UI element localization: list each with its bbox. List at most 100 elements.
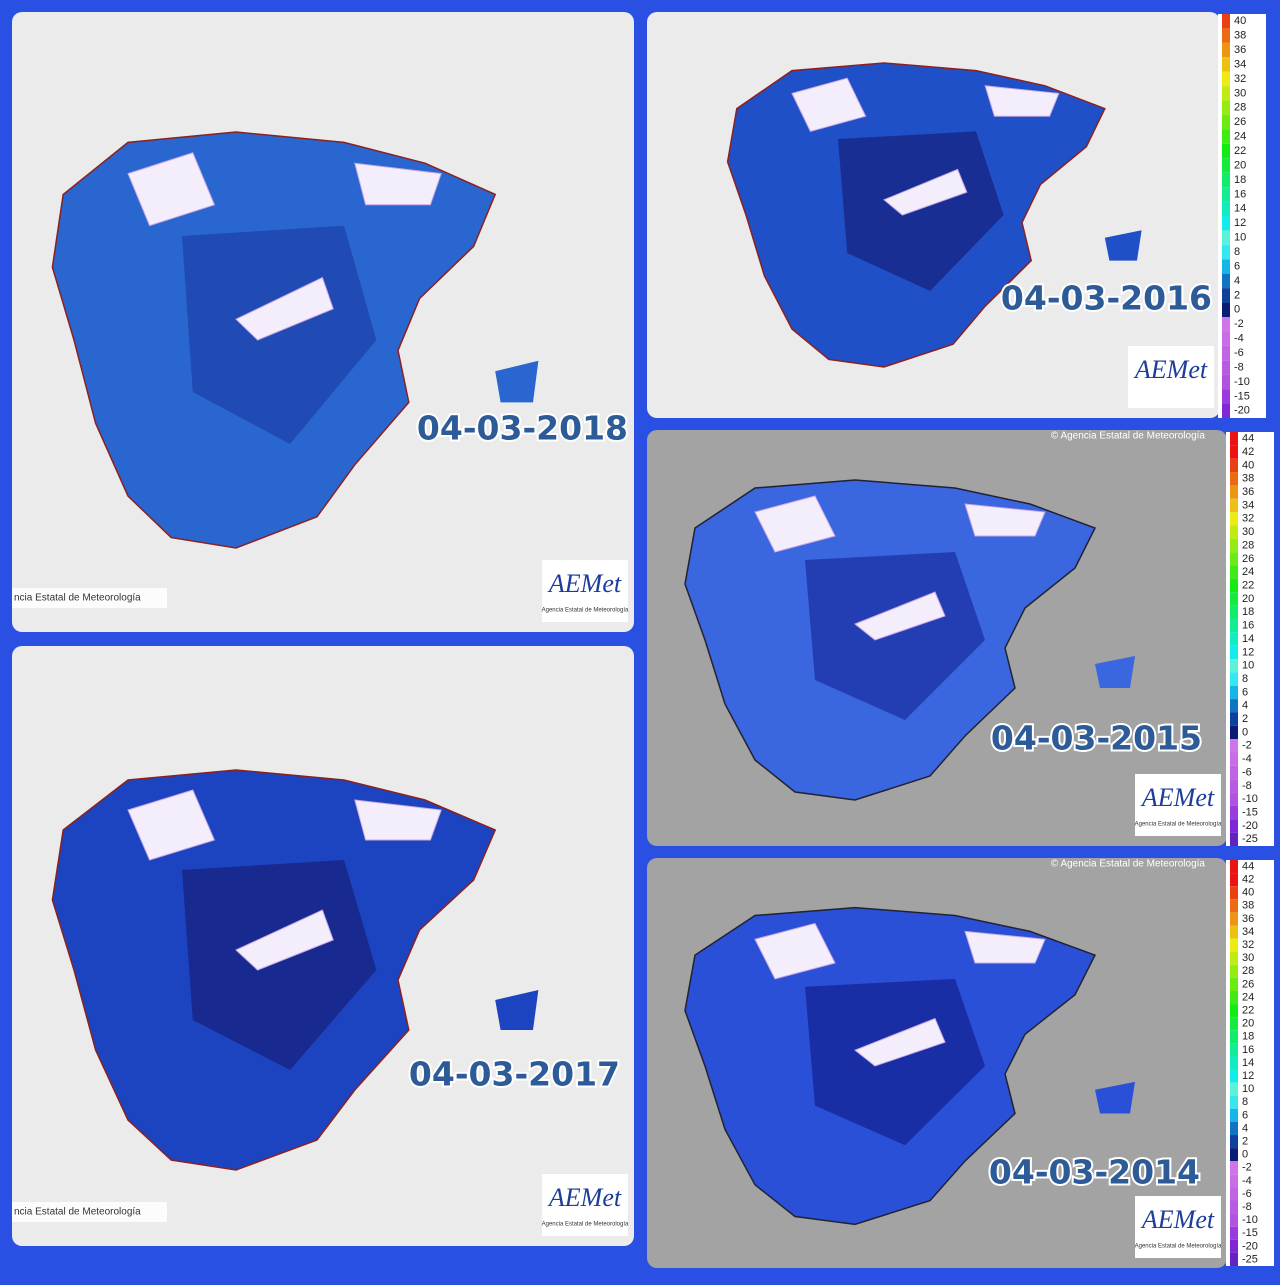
legend-swatch xyxy=(1230,1239,1238,1253)
legend-swatch xyxy=(1222,389,1230,404)
cold-area xyxy=(182,860,377,1070)
legend-label: -6 xyxy=(1242,1188,1252,1200)
legend-label: 12 xyxy=(1242,1070,1254,1082)
date: 04-03-2014 xyxy=(989,1153,1200,1192)
legend-label: 16 xyxy=(1234,188,1246,200)
legend-swatch xyxy=(1230,832,1238,846)
legend-swatch xyxy=(1230,1043,1238,1057)
legend-label: 36 xyxy=(1242,913,1254,925)
legend-label: 6 xyxy=(1234,260,1240,272)
legend-label: 8 xyxy=(1234,246,1240,258)
legend-label: 16 xyxy=(1242,1044,1254,1056)
legend-swatch xyxy=(1230,873,1238,887)
legend-swatch xyxy=(1222,115,1230,130)
legend-label: -6 xyxy=(1242,766,1252,778)
legend-label: 26 xyxy=(1242,553,1254,565)
legend-label: -4 xyxy=(1242,1175,1252,1187)
legend-label: -20 xyxy=(1242,820,1258,832)
legend-label: -10 xyxy=(1234,376,1250,388)
legend-label: 30 xyxy=(1242,952,1254,964)
legend-label: 12 xyxy=(1234,217,1246,229)
legend-swatch xyxy=(1230,485,1238,499)
legend-swatch xyxy=(1230,1108,1238,1122)
snow xyxy=(127,789,216,861)
legend-label: -20 xyxy=(1242,1240,1258,1252)
legend-swatch xyxy=(1230,912,1238,926)
islands xyxy=(495,360,539,403)
legend-swatch xyxy=(1222,42,1230,58)
legend-label: 38 xyxy=(1234,30,1246,42)
legend-swatch xyxy=(1230,1004,1238,1018)
legend-swatch xyxy=(1222,244,1230,260)
snow xyxy=(235,276,334,341)
legend-label: 24 xyxy=(1242,566,1254,578)
legend-label: -15 xyxy=(1242,807,1258,819)
legend-swatch xyxy=(1230,672,1238,686)
legend-label: 8 xyxy=(1242,1096,1248,1108)
legend-label: 6 xyxy=(1242,1109,1248,1121)
legend-label: 32 xyxy=(1242,513,1254,525)
legend-swatch xyxy=(1230,552,1238,566)
legend-swatch xyxy=(1230,1213,1238,1227)
legend-swatch xyxy=(1230,712,1238,726)
legend-label: 30 xyxy=(1234,87,1246,99)
legend-swatch xyxy=(1222,158,1230,173)
date: 04-03-2018 xyxy=(417,409,628,448)
copyright: © Agencia Estatal de Meteorología xyxy=(1051,859,1206,870)
legend-label: 2 xyxy=(1242,1135,1248,1147)
legend-label: 34 xyxy=(1242,926,1254,938)
legend-swatch xyxy=(1222,86,1230,101)
legend-label: 0 xyxy=(1242,1149,1248,1161)
logo: AEMet xyxy=(1140,1205,1215,1234)
legend-swatch xyxy=(1222,201,1230,216)
logo: AEMet xyxy=(547,569,622,598)
legend-label: 2 xyxy=(1234,289,1240,301)
legend-label: 22 xyxy=(1242,579,1254,591)
logo-sub: Agencia Estatal de Meteorología xyxy=(542,1222,629,1228)
snow xyxy=(791,77,867,132)
date: 04-03-2017 xyxy=(409,1055,620,1094)
legend-swatch xyxy=(1222,403,1230,418)
legend-swatch xyxy=(1222,71,1230,87)
legend-swatch xyxy=(1222,302,1230,317)
legend-swatch xyxy=(1230,1200,1238,1214)
legend-label: 4 xyxy=(1242,700,1248,712)
legend-swatch xyxy=(1230,632,1238,646)
legend-label: 42 xyxy=(1242,874,1254,886)
credit: ncia Estatal de Meteorología xyxy=(14,593,141,604)
legend-swatch xyxy=(1222,100,1230,115)
legend-swatch xyxy=(1230,819,1238,833)
legend-swatch xyxy=(1222,14,1230,29)
logo-box xyxy=(542,1174,628,1236)
legend-label: -15 xyxy=(1234,390,1250,402)
legend-swatch xyxy=(1230,645,1238,660)
legend-swatch xyxy=(1222,143,1230,159)
legend-label: 26 xyxy=(1234,116,1246,128)
legend-label: -8 xyxy=(1242,1201,1252,1213)
legend-swatch xyxy=(1230,805,1238,820)
legend-label: 44 xyxy=(1242,433,1254,445)
legend-label: 8 xyxy=(1242,673,1248,685)
legend-label: 32 xyxy=(1242,939,1254,951)
legend-swatch xyxy=(1230,1252,1238,1266)
legend-label: -4 xyxy=(1234,333,1244,345)
legend-swatch xyxy=(1230,659,1238,673)
legend-label: 34 xyxy=(1242,499,1254,511)
legend-label: -10 xyxy=(1242,1214,1258,1226)
logo-sub: Agencia Estatal de Meteorología xyxy=(1135,822,1222,828)
islands xyxy=(1095,656,1135,688)
legend-swatch xyxy=(1222,360,1230,375)
legend-label: 28 xyxy=(1242,965,1254,977)
legend-label: -6 xyxy=(1234,347,1244,359)
legend-swatch xyxy=(1230,458,1238,473)
legend-swatch xyxy=(1230,565,1238,579)
legend-label: 6 xyxy=(1242,686,1248,698)
snow xyxy=(235,909,334,971)
legend-label: 10 xyxy=(1234,232,1246,244)
legend-swatch xyxy=(1230,1135,1238,1149)
legend-swatch xyxy=(1230,432,1238,446)
legend-swatch xyxy=(1230,860,1238,874)
legend-swatch xyxy=(1222,230,1230,245)
islands xyxy=(1104,230,1142,261)
